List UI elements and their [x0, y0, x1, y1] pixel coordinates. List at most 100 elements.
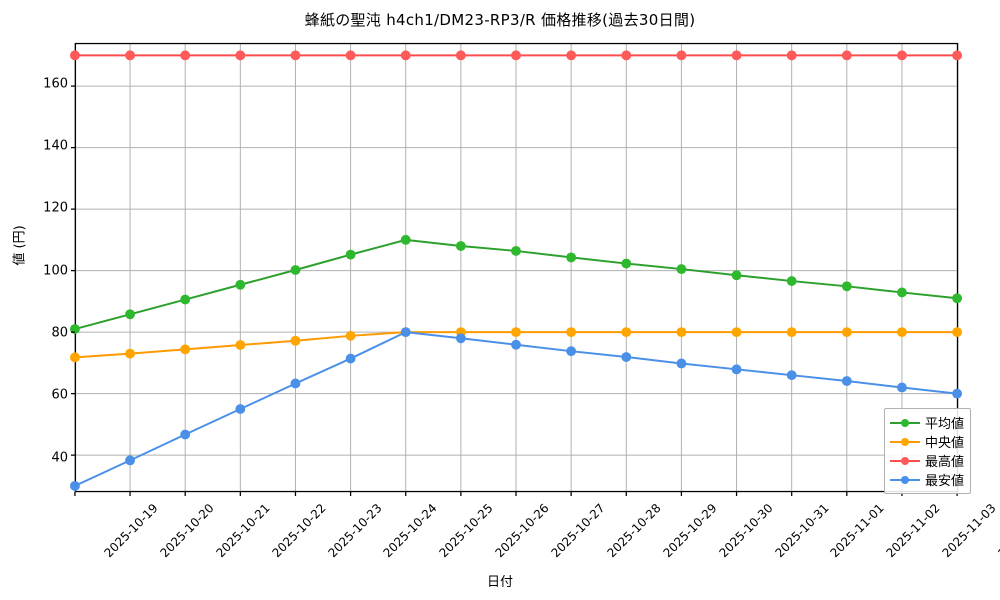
data-point-marker [676, 264, 687, 275]
axis-spines [74, 42, 959, 493]
legend-label: 平均値 [925, 417, 965, 432]
data-point-marker [731, 50, 742, 61]
x-tick-label: 2025-10-21 [213, 501, 273, 561]
series-1 [69, 234, 963, 334]
data-point-marker [897, 287, 907, 298]
data-point-marker [566, 252, 577, 263]
data-point-marker [897, 327, 907, 338]
data-point-marker [621, 352, 632, 362]
legend-swatch-icon [890, 435, 920, 449]
data-point-marker [180, 50, 191, 61]
x-tick-label: 2025-10-23 [324, 501, 385, 561]
data-point-marker [621, 327, 632, 338]
data-point-marker [731, 364, 742, 375]
data-point-marker [511, 327, 521, 338]
y-tick-label: 140 [43, 138, 68, 154]
x-tick-label: 2025-10-30 [716, 501, 776, 561]
legend-item-3[interactable]: 最高値 [890, 451, 964, 470]
x-axis-tick-labels: 2025-10-19 2025-10-20 2025-10-21 2025-10-22… [75, 495, 1000, 565]
data-point-marker [69, 352, 80, 363]
data-point-marker [69, 480, 80, 491]
data-point-marker [841, 281, 852, 292]
x-tick-label: 2025-11-01 [827, 501, 888, 561]
data-point-marker [621, 258, 632, 269]
x-tick-label: 2025-10-19 [101, 501, 161, 561]
data-point-marker [676, 50, 687, 61]
data-point-marker [235, 404, 246, 414]
chart-legend: 平均値中央値最高値最安値 [884, 408, 972, 494]
data-point-marker [345, 50, 356, 61]
data-point-marker [400, 50, 411, 61]
data-point-marker [69, 50, 80, 61]
data-point-marker [455, 333, 466, 344]
grid-lines [74, 43, 959, 493]
x-tick-label: 2025-10-29 [660, 501, 720, 561]
data-point-marker [621, 50, 632, 61]
y-tick-label: 120 [43, 200, 68, 216]
data-point-marker [345, 353, 356, 364]
plot-svg [69, 42, 963, 496]
data-point-marker [180, 294, 191, 305]
data-point-marker [345, 249, 356, 260]
data-point-marker [125, 309, 135, 320]
data-point-marker [400, 327, 411, 338]
data-point-marker [345, 330, 356, 341]
x-tick-label: 2025-11-03 [939, 501, 999, 561]
data-point-marker [235, 340, 246, 350]
data-point-marker [676, 358, 687, 369]
x-tick-label: 2025-11-02 [883, 501, 943, 561]
data-point-marker [125, 455, 135, 466]
y-tick-label: 60 [51, 387, 68, 403]
legend-swatch-icon [890, 416, 920, 430]
data-point-marker [952, 293, 963, 304]
data-point-marker [952, 50, 963, 61]
data-point-marker [511, 339, 521, 350]
data-point-marker [511, 245, 521, 256]
legend-swatch-icon [890, 454, 920, 468]
data-point-marker [511, 50, 521, 61]
data-point-marker [841, 327, 852, 338]
data-point-marker [125, 50, 135, 61]
y-tick-marks [70, 85, 75, 456]
series-4 [69, 327, 963, 491]
y-axis-tick-labels: 40 60 80 100 120 140 160 [25, 40, 68, 495]
y-tick-label: 80 [51, 325, 68, 341]
data-point-marker [786, 276, 797, 287]
legend-item-1[interactable]: 平均値 [890, 413, 964, 432]
data-point-marker [180, 344, 191, 355]
data-point-marker [290, 265, 301, 275]
axes-frame [74, 42, 959, 493]
x-tick-label: 2025-10-26 [492, 501, 552, 561]
x-tick-marks [74, 492, 958, 496]
chart-title: 蜂紙の聖沌 h4ch1/DM23-RP3/R 価格推移(過去30日間) [304, 11, 696, 29]
legend-label: 最高値 [925, 455, 965, 470]
data-point-marker [235, 50, 246, 61]
data-point-marker [235, 279, 246, 290]
y-tick-label: 160 [43, 76, 68, 92]
y-tick-label: 100 [43, 263, 68, 279]
data-point-marker [841, 376, 852, 386]
data-point-marker [952, 327, 963, 338]
data-point-marker [786, 50, 797, 61]
data-point-marker [731, 327, 742, 338]
legend-label: 中央値 [925, 436, 965, 451]
x-axis-label: 日付 [486, 575, 513, 590]
legend-swatch-icon [890, 473, 920, 487]
series-3 [69, 50, 963, 61]
data-point-marker [125, 348, 135, 359]
data-point-marker [290, 378, 301, 389]
data-point-marker [566, 50, 577, 61]
data-point-marker [786, 327, 797, 338]
data-point-marker [566, 346, 577, 357]
x-tick-label: 2025-10-28 [604, 501, 664, 561]
data-point-marker [676, 327, 687, 338]
data-point-marker [400, 234, 411, 245]
data-point-marker [290, 335, 301, 346]
data-point-marker [180, 429, 191, 440]
series-2 [69, 327, 963, 363]
data-point-marker [952, 388, 963, 399]
legend-item-4[interactable]: 最安値 [890, 470, 964, 489]
legend-item-2[interactable]: 中央値 [890, 432, 964, 451]
legend-label: 最安値 [925, 474, 965, 489]
